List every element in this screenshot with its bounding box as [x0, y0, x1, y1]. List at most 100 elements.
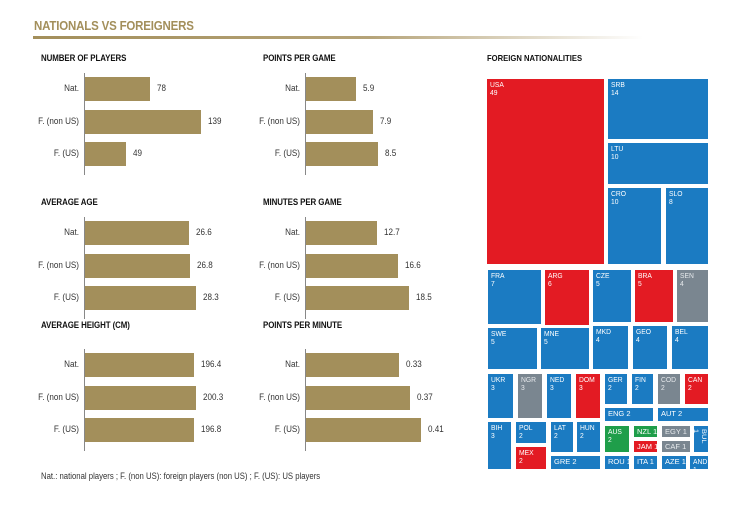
bar-number-of-players-foreign-non-us: [85, 109, 201, 134]
treemap-tile-aus: AUS 2: [605, 426, 629, 452]
tile-value: 1: [693, 466, 707, 470]
tile-value: 2: [572, 457, 577, 466]
treemap-tile-mkd: MKD 4: [593, 326, 628, 369]
bar-average-age-nat: [85, 221, 189, 245]
tile-value: 1: [627, 457, 629, 466]
treemap-tile-can: CAN 2: [685, 374, 708, 404]
tile-code: NGR: [521, 375, 537, 384]
tile-value: 2: [580, 431, 584, 440]
treemap-tile-nzl: NZL 1: [634, 426, 657, 437]
treemap-tile-sen: SEN 4: [677, 270, 708, 322]
tile-code: GEO: [636, 327, 652, 336]
category-label-foreign-non-us: F. (non US): [259, 115, 300, 127]
bar-points-per-minute-foreign-us: [306, 418, 421, 442]
treemap-tile-bel: BEL 4: [672, 326, 708, 369]
treemap-tile-rou: ROU 1: [605, 456, 629, 469]
treemap-tile-srb: SRB 14: [608, 79, 708, 139]
tile-code: BEL: [675, 327, 688, 336]
tile-code: MEX: [519, 448, 534, 457]
treemap-tile-bih: BIH 3: [488, 422, 511, 469]
tile-code: FIN: [635, 375, 646, 384]
treemap-tile-hun: HUN 2: [577, 422, 600, 452]
tile-value: 2: [519, 431, 523, 440]
tile-value: 3: [491, 383, 495, 392]
treemap-tile-gre: GRE 2: [551, 456, 600, 469]
bar-points-per-minute-foreign-non-us: [306, 385, 410, 410]
value-label-foreign-non-us: 26.8: [197, 259, 213, 271]
value-label-nat: 26.6: [196, 227, 212, 238]
value-label-foreign-non-us: 16.6: [405, 259, 421, 271]
tile-value: 10: [611, 197, 619, 206]
tile-value: 1: [694, 429, 701, 434]
footnote: Nat.: national players ; F. (non US): fo…: [41, 471, 321, 481]
tile-code: SLO: [669, 189, 683, 198]
tile-value: 10: [611, 152, 619, 161]
chart-title-number-of-players: NUMBER OF PLAYERS: [41, 53, 127, 63]
tile-code: COD: [661, 375, 677, 384]
tile-code: FRA: [491, 271, 505, 280]
tile-value: 7: [491, 279, 495, 288]
treemap-tile-mex: MEX 2: [516, 447, 546, 469]
treemap-tile-aze: AZE 1: [662, 456, 686, 469]
value-label-nat: 196.4: [201, 359, 222, 370]
tile-value: 1: [652, 427, 657, 436]
treemap-tile-swe: SWE 5: [488, 328, 537, 369]
tile-code: USA: [490, 80, 504, 89]
tile-code: EGY: [665, 427, 681, 436]
value-label-foreign-us: 18.5: [416, 292, 432, 303]
tile-code: POL: [519, 423, 533, 432]
tile-value: 2: [608, 435, 612, 444]
tile-value: 5: [596, 279, 600, 288]
tile-value: 2: [608, 383, 612, 392]
value-label-nat: 12.7: [384, 227, 400, 238]
bar-points-per-minute-nat: [306, 353, 399, 377]
treemap-tile-fin: FIN 2: [632, 374, 653, 404]
tile-value: 49: [490, 88, 498, 97]
tile-code: ROU: [608, 457, 625, 466]
tile-value: 1: [654, 442, 657, 451]
bar-number-of-players-foreign-us: [85, 142, 126, 166]
tile-code: AND: [693, 457, 708, 466]
tile-code: BUL: [700, 429, 708, 444]
category-label-foreign-non-us: F. (non US): [38, 259, 79, 271]
tile-code: CAN: [688, 375, 703, 384]
tile-value: 3: [550, 383, 554, 392]
treemap-title: FOREIGN NATIONALITIES: [487, 53, 583, 63]
bar-minutes-per-game-nat: [306, 221, 377, 245]
bar-minutes-per-game-foreign-non-us: [306, 253, 398, 278]
tile-value: 1: [681, 457, 686, 466]
category-label-foreign-us: F. (US): [274, 424, 300, 435]
tile-value: 1: [682, 442, 687, 451]
page-title: NATIONALS VS FOREIGNERS: [34, 19, 194, 33]
chart-title-minutes-per-game: MINUTES PER GAME: [263, 197, 342, 207]
bar-points-per-game-foreign-non-us: [306, 109, 373, 134]
category-label-foreign-us: F. (US): [274, 292, 300, 303]
category-label-foreign-non-us: F. (non US): [259, 391, 300, 403]
bar-average-age-foreign-non-us: [85, 253, 190, 278]
bar-average-height-cm-foreign-us: [85, 418, 194, 442]
tile-code: SEN: [680, 271, 694, 280]
treemap-tile-caf: CAF 1: [662, 441, 690, 452]
tile-code: CAF: [665, 442, 680, 451]
chart-title-average-age: AVERAGE AGE: [41, 197, 98, 207]
tile-value: 2: [688, 383, 692, 392]
treemap-tile-mne: MNE 5: [541, 328, 589, 369]
chart-axis-points-per-minute: [305, 349, 306, 451]
tile-value: 4: [675, 335, 679, 344]
tile-code: NED: [550, 375, 565, 384]
category-label-foreign-non-us: F. (non US): [259, 259, 300, 271]
tile-code: BRA: [638, 271, 652, 280]
tile-code: GRE: [554, 457, 571, 466]
treemap-tile-ukr: UKR 3: [488, 374, 513, 418]
treemap-tile-eng: ENG 2: [605, 408, 653, 421]
treemap-tile-bul: BUL 1: [694, 426, 708, 452]
chart-axis-average-height-cm: [84, 349, 85, 451]
chart-axis-number-of-players: [84, 73, 85, 175]
value-label-nat: 0.33: [406, 359, 422, 370]
bar-minutes-per-game-foreign-us: [306, 286, 409, 310]
treemap-tile-and: AND1: [690, 456, 708, 469]
category-label-foreign-non-us: F. (non US): [38, 115, 79, 127]
treemap-tile-slo: SLO 8: [666, 188, 708, 264]
treemap-tile-ned: NED 3: [547, 374, 571, 418]
value-label-foreign-us: 196.8: [201, 424, 222, 435]
